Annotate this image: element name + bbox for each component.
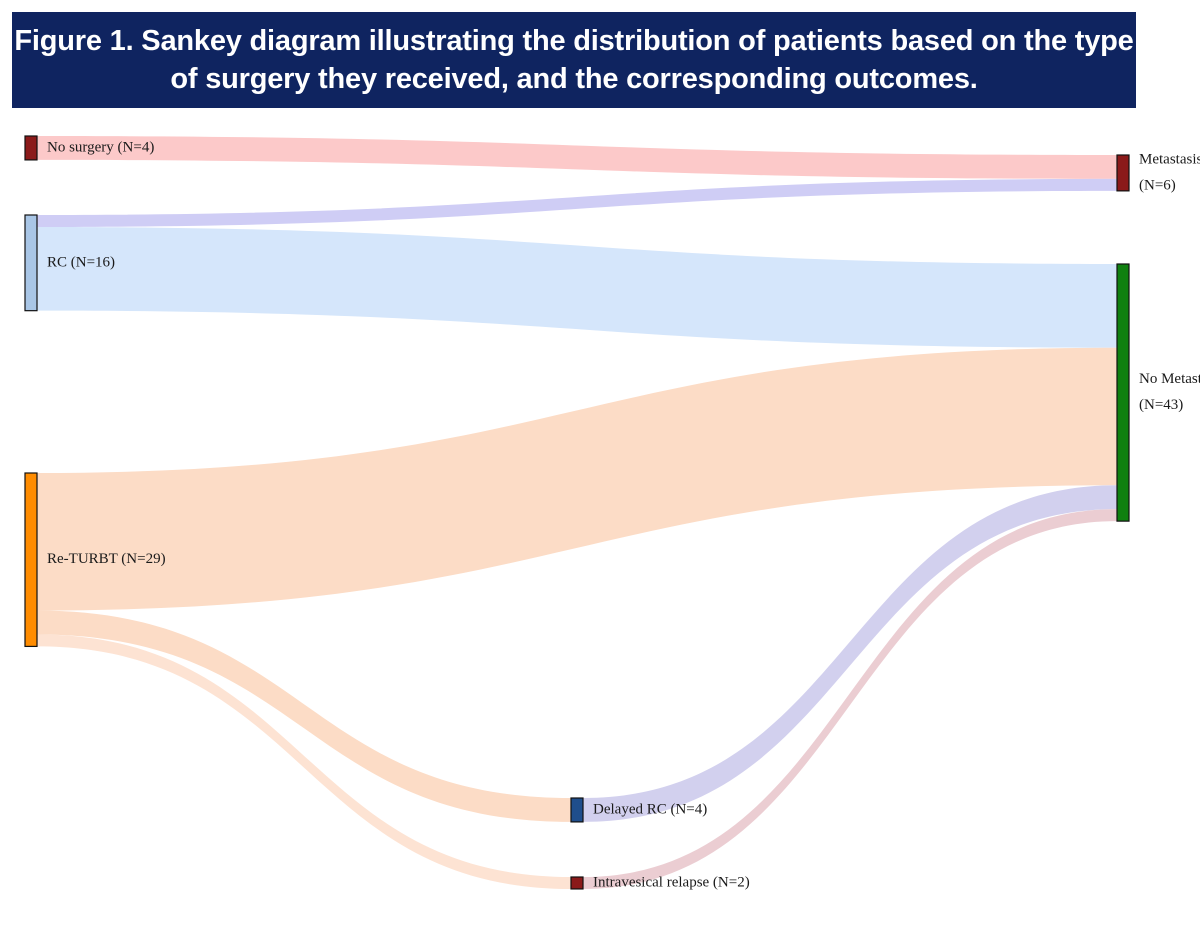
node-label-metastasis-line-2: (N=6): [1139, 177, 1176, 193]
node-delayed-rc: [570, 797, 584, 823]
figure-title: Figure 1. Sankey diagram illustrating th…: [12, 12, 1136, 108]
node-label-intravesical-relapse: Intravesical relapse (N=2): [593, 874, 750, 890]
sankey-labels: No surgery (N=4) RC (N=16) Re-TURBT (N=29)…: [47, 139, 1200, 890]
node-no-metastasis: [1116, 263, 1130, 522]
link-no-surgery-to-metastasis: [37, 136, 1117, 179]
node-label-rc: RC (N=16): [47, 254, 115, 270]
node-no-surgery: [24, 135, 38, 161]
figure-title-line-2: of surgery they received, and the corres…: [170, 63, 978, 95]
figure-title-line-1: Figure 1. Sankey diagram illustrating th…: [14, 25, 1134, 57]
link-rc-to-no-metastasis: [37, 226, 1117, 348]
link-re-turbt-to-no-metastasis: [37, 347, 1117, 611]
node-label-no-metastasis-line-1: No Metast: [1139, 371, 1200, 387]
link-re-turbt-to-intravesical-relapse: [37, 634, 571, 889]
node-label-re-turbt: Re-TURBT (N=29): [47, 551, 166, 567]
node-rc: [24, 214, 38, 312]
link-delayed-rc-to-no-metastasis: [583, 485, 1117, 822]
sankey-links: [37, 136, 1117, 889]
link-intravesical-relapse-to-no-metastasis: [583, 509, 1117, 889]
node-label-delayed-rc: Delayed RC (N=4): [593, 801, 707, 817]
node-label-no-surgery: No surgery (N=4): [47, 139, 154, 155]
node-label-metastasis-line-1: Metastasis: [1139, 151, 1200, 167]
link-re-turbt-to-delayed-rc: [37, 610, 571, 822]
node-label-no-metastasis-line-2: (N=43): [1139, 397, 1183, 413]
sankey-nodes: [24, 135, 1130, 890]
node-re-turbt: [24, 472, 38, 648]
node-metastasis: [1116, 154, 1130, 192]
link-rc-to-metastasis: [37, 178, 1117, 227]
node-intravesical-relapse: [570, 876, 584, 890]
